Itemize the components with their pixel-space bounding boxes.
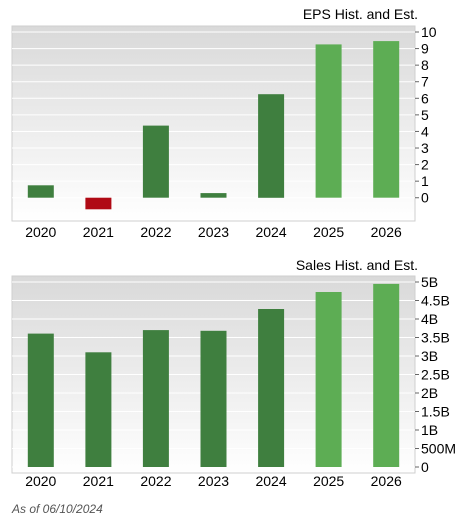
bar-2021 — [85, 352, 112, 467]
y-tick-label: 10 — [421, 24, 437, 40]
x-tick-label: 2020 — [25, 473, 56, 489]
bar-2021 — [85, 197, 112, 210]
x-tick-label: 2026 — [371, 473, 402, 489]
chart-title: Sales Hist. and Est. — [296, 257, 418, 273]
y-tick-label: 2.5B — [421, 367, 450, 383]
y-tick-label: 3 — [421, 140, 429, 156]
y-tick-label: 0 — [421, 190, 429, 206]
x-tick-label: 2021 — [83, 224, 114, 240]
bar-2020 — [27, 333, 54, 467]
chart-title: EPS Hist. and Est. — [303, 6, 418, 22]
bar-2023 — [200, 193, 227, 198]
y-tick-label: 6 — [421, 90, 429, 106]
as-of-date: As of 06/10/2024 — [12, 502, 103, 516]
y-tick-label: 7 — [421, 74, 429, 90]
y-tick-label: 1 — [421, 173, 429, 189]
y-tick-label: 4B — [421, 311, 438, 327]
x-tick-label: 2026 — [371, 224, 402, 240]
x-tick-label: 2023 — [198, 224, 229, 240]
x-tick-label: 2022 — [140, 473, 171, 489]
y-tick-label: 8 — [421, 57, 429, 73]
bar-2022 — [142, 330, 169, 467]
bar-2023 — [200, 330, 227, 467]
y-tick-label: 500M — [421, 441, 456, 457]
x-tick-label: 2021 — [83, 473, 114, 489]
y-tick-label: 5B — [421, 274, 438, 290]
x-tick-label: 2025 — [313, 224, 344, 240]
y-tick-label: 2 — [421, 157, 429, 173]
y-tick-label: 3.5B — [421, 330, 450, 346]
x-tick-label: 2022 — [140, 224, 171, 240]
bar-2025 — [315, 44, 342, 198]
y-tick-label: 1.5B — [421, 404, 450, 420]
x-tick-label: 2025 — [313, 473, 344, 489]
x-tick-label: 2023 — [198, 473, 229, 489]
x-tick-label: 2024 — [255, 224, 286, 240]
bar-2026 — [373, 283, 400, 467]
y-tick-label: 9 — [421, 41, 429, 57]
bar-2026 — [373, 41, 400, 198]
y-tick-label: 5 — [421, 107, 429, 123]
y-tick-label: 3B — [421, 348, 438, 364]
x-tick-label: 2024 — [255, 473, 286, 489]
x-tick-label: 2020 — [25, 224, 56, 240]
y-tick-label: 4 — [421, 123, 429, 139]
y-tick-label: 1B — [421, 422, 438, 438]
bar-2024 — [258, 94, 285, 198]
y-tick-label: 2B — [421, 385, 438, 401]
bar-2022 — [142, 125, 169, 198]
plot-area — [11, 25, 416, 222]
bar-2020 — [27, 185, 54, 198]
bar-2025 — [315, 292, 342, 467]
y-tick-label: 0 — [421, 459, 429, 475]
y-tick-label: 4.5B — [421, 293, 450, 309]
bar-2024 — [258, 309, 285, 467]
